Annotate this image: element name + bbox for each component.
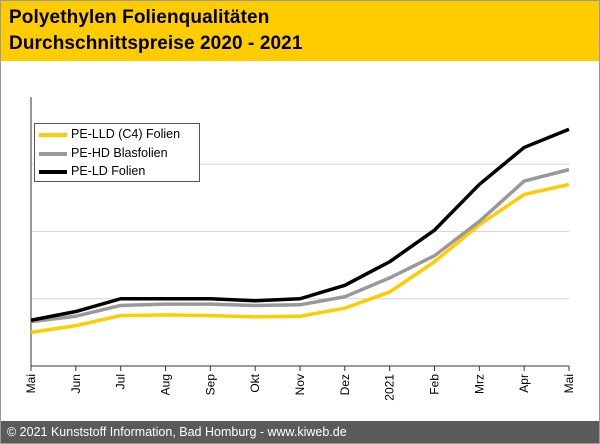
x-tick-label: Mai — [24, 374, 38, 393]
legend-swatch-pe-hd — [39, 152, 67, 156]
chart-header: Polyethylen Folienqualitäten Durchschnit… — [1, 1, 599, 61]
x-tick-label: Mrz — [472, 374, 486, 394]
x-tick-label: Apr — [517, 374, 531, 393]
chart-footer: © 2021 Kunststoff Information, Bad Hombu… — [1, 421, 599, 443]
legend-label-pe-hd: PE-HD Blasfolien — [71, 146, 168, 160]
legend-swatch-pe-ld — [39, 170, 67, 174]
series-line-pe-hd — [30, 167, 570, 324]
line-chart: Mai Jun Jul Aug Sep Okt Nov Dez 2021 Feb Mrz Apr Mai — [24, 97, 576, 401]
legend-label-pe-lld: PE-LLD (C4) Folien — [71, 127, 181, 141]
chart-title-line-1: Polyethylen Folienqualitäten — [9, 7, 270, 28]
x-tick-label: Feb — [428, 374, 442, 395]
series-lines — [30, 127, 570, 335]
x-axis-ticks: Mai Jun Jul Aug Sep Okt Nov Dez 2021 Feb Mrz Apr Mai — [24, 366, 576, 401]
series-line-pe-lld — [30, 182, 570, 335]
copyright-text: © 2021 Kunststoff Information, Bad Hombu… — [7, 425, 347, 439]
x-tick-label: 2021 — [383, 374, 397, 401]
x-tick-label: Jun — [69, 374, 83, 393]
x-tick-label: Jul — [114, 374, 128, 389]
x-tick-label: Mai — [562, 374, 576, 393]
legend-swatch-pe-lld — [39, 133, 67, 137]
legend: PE-LLD (C4) Folien PE-HD Blasfolien PE-L… — [34, 123, 200, 182]
series-line-pe-ld — [30, 127, 570, 322]
x-tick-label: Aug — [159, 374, 173, 395]
chart-title-line-2: Durchschnittspreise 2020 - 2021 — [9, 33, 303, 54]
legend-label-pe-ld: PE-LD Folien — [71, 164, 146, 178]
x-tick-label: Nov — [293, 374, 307, 395]
x-tick-label: Sep — [203, 374, 217, 396]
x-tick-label: Dez — [338, 374, 352, 395]
x-tick-label: Okt — [248, 373, 262, 392]
